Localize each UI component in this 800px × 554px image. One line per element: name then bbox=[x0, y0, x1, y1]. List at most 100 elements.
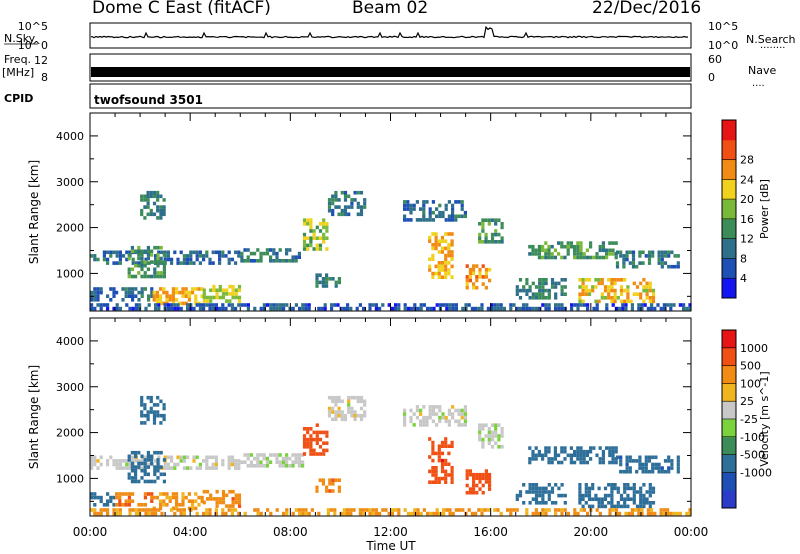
velocity-cell bbox=[162, 458, 166, 462]
velocity-ylabel: Slant Range [km] bbox=[27, 365, 41, 469]
velocity-cell bbox=[115, 495, 119, 500]
velocity-cell bbox=[631, 459, 636, 463]
velocity-cell bbox=[413, 508, 417, 512]
velocity-cell bbox=[374, 508, 378, 512]
power-cell bbox=[468, 278, 472, 283]
velocity-cell bbox=[143, 406, 147, 411]
velocity-cell bbox=[422, 423, 426, 427]
velocity-cell bbox=[576, 511, 580, 516]
power-cell bbox=[230, 257, 234, 262]
velocity-cell bbox=[298, 511, 302, 516]
velocity-cell bbox=[657, 462, 661, 467]
power-cell bbox=[146, 249, 150, 254]
velocity-cell bbox=[579, 449, 583, 454]
power-cell bbox=[670, 250, 674, 255]
power-cell bbox=[465, 282, 469, 286]
velocity-cell bbox=[528, 483, 532, 487]
velocity-cell bbox=[481, 445, 485, 449]
nave-tick-lo: 0 bbox=[708, 71, 715, 84]
power-cell bbox=[234, 306, 238, 311]
velocity-cell bbox=[582, 457, 586, 461]
power-cell bbox=[214, 306, 218, 311]
velocity-cell bbox=[651, 501, 656, 505]
power-cell bbox=[182, 257, 186, 262]
power-cell bbox=[343, 198, 348, 202]
velocity-cell bbox=[573, 508, 577, 512]
power-cell bbox=[149, 208, 153, 213]
velocity-cell bbox=[137, 450, 141, 455]
power-cell bbox=[237, 250, 241, 255]
power-cell bbox=[212, 288, 216, 293]
power-cell bbox=[140, 198, 144, 202]
velocity-cell bbox=[125, 466, 129, 470]
power-cell bbox=[318, 236, 323, 240]
power-cell bbox=[195, 257, 199, 262]
power-cell bbox=[127, 290, 131, 295]
power-cell bbox=[323, 303, 327, 307]
power-cell bbox=[218, 254, 222, 258]
freq-strip: Freq. [MHz] 12 8 60 0 Nave .... bbox=[2, 53, 776, 89]
power-cell bbox=[454, 200, 458, 204]
power-cell bbox=[134, 263, 138, 268]
power-cell bbox=[448, 306, 452, 311]
power-cell bbox=[616, 278, 620, 282]
velocity-cell bbox=[149, 395, 153, 400]
power-cell bbox=[144, 306, 148, 311]
velocity-cell bbox=[326, 508, 330, 512]
velocity-cell bbox=[632, 483, 636, 487]
power-cell bbox=[209, 299, 213, 303]
velocity-cell bbox=[488, 483, 492, 488]
velocity-cell bbox=[328, 482, 332, 486]
power-cell bbox=[218, 284, 222, 289]
velocity-cell bbox=[140, 413, 144, 418]
power-cell bbox=[563, 278, 567, 282]
power-cell bbox=[227, 257, 231, 262]
power-cell bbox=[337, 280, 341, 285]
velocity-cell bbox=[350, 406, 354, 411]
velocity-cell bbox=[610, 483, 614, 487]
velocity-cell bbox=[327, 395, 332, 400]
power-cell bbox=[587, 288, 592, 293]
power-cell bbox=[415, 200, 419, 204]
velocity-cell bbox=[363, 413, 367, 418]
velocity-cell bbox=[475, 490, 479, 495]
velocity-cell bbox=[534, 453, 538, 458]
power-cell bbox=[209, 288, 213, 293]
velocity-cell bbox=[630, 511, 634, 516]
power-cell bbox=[626, 285, 630, 289]
velocity-cell bbox=[641, 466, 645, 470]
velocity-cell bbox=[212, 497, 216, 501]
velocity-cell bbox=[460, 408, 464, 413]
power-cell bbox=[149, 212, 153, 217]
power-cell bbox=[547, 252, 551, 256]
power-cell bbox=[472, 282, 476, 286]
velocity-cell bbox=[591, 497, 595, 501]
velocity-cell bbox=[463, 405, 467, 409]
velocity-cell bbox=[454, 419, 458, 424]
power-cell bbox=[547, 244, 551, 249]
power-cell bbox=[515, 285, 519, 289]
velocity-cell bbox=[645, 490, 649, 494]
power-cell bbox=[611, 252, 615, 256]
velocity-cell bbox=[654, 462, 658, 467]
velocity-cell bbox=[431, 469, 435, 474]
velocity-cell bbox=[626, 486, 630, 491]
velocity-cell bbox=[662, 508, 666, 512]
nsearch-label: N.Search bbox=[746, 33, 796, 46]
velocity-cell bbox=[127, 458, 131, 462]
power-cell bbox=[224, 306, 228, 311]
power-cell bbox=[581, 285, 585, 289]
velocity-cell bbox=[189, 466, 193, 470]
power-cell bbox=[595, 252, 599, 256]
velocity-cell bbox=[159, 421, 163, 425]
velocity-cell bbox=[657, 469, 661, 474]
power-cell bbox=[381, 303, 385, 307]
power-cell bbox=[605, 303, 609, 307]
power-cell bbox=[152, 298, 156, 302]
power-cell bbox=[146, 267, 150, 272]
velocity-cell bbox=[640, 508, 644, 512]
power-cell bbox=[412, 207, 416, 211]
power-cell bbox=[598, 244, 602, 249]
velocity-cell bbox=[234, 459, 238, 463]
velocity-cell bbox=[159, 472, 163, 477]
